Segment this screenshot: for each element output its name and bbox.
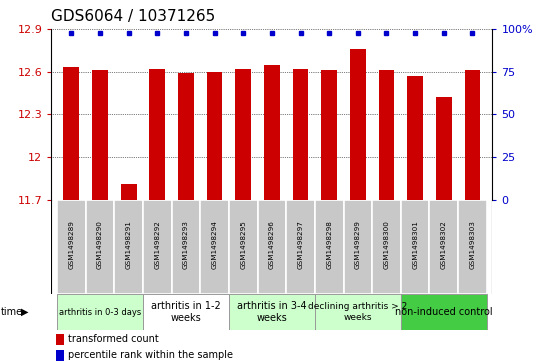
Text: GDS6064 / 10371265: GDS6064 / 10371265 <box>51 9 215 24</box>
Text: GSM1498296: GSM1498296 <box>269 220 275 269</box>
Bar <box>379 70 394 200</box>
Bar <box>150 69 165 200</box>
Text: arthritis in 0-3 days: arthritis in 0-3 days <box>59 308 141 317</box>
Bar <box>64 68 79 200</box>
Bar <box>429 200 458 294</box>
Bar <box>401 294 487 330</box>
Bar <box>56 350 64 362</box>
Bar <box>229 200 258 294</box>
Text: GSM1498290: GSM1498290 <box>97 220 103 269</box>
Text: GSM1498298: GSM1498298 <box>326 220 332 269</box>
Bar <box>114 200 143 294</box>
Bar <box>143 200 172 294</box>
Text: GSM1498294: GSM1498294 <box>212 220 218 269</box>
Text: GSM1498289: GSM1498289 <box>69 220 75 269</box>
Bar <box>92 70 108 200</box>
Bar <box>458 200 487 294</box>
Text: GSM1498302: GSM1498302 <box>441 220 447 269</box>
Text: ▶: ▶ <box>21 307 28 317</box>
Bar <box>264 65 280 200</box>
Bar <box>343 200 372 294</box>
Text: non-induced control: non-induced control <box>395 307 492 317</box>
Bar <box>235 69 251 200</box>
Bar <box>258 200 286 294</box>
Text: declining arthritis > 2
weeks: declining arthritis > 2 weeks <box>308 302 408 322</box>
Text: time: time <box>1 307 23 317</box>
Text: GSM1498292: GSM1498292 <box>154 220 160 269</box>
Text: transformed count: transformed count <box>68 334 159 344</box>
Bar <box>321 70 337 200</box>
Bar <box>172 200 200 294</box>
Text: GSM1498297: GSM1498297 <box>298 220 303 269</box>
Text: GSM1498293: GSM1498293 <box>183 220 189 269</box>
Bar <box>315 200 343 294</box>
Bar <box>200 200 229 294</box>
Bar <box>315 294 401 330</box>
Bar <box>350 49 366 200</box>
Bar <box>286 200 315 294</box>
Text: GSM1498300: GSM1498300 <box>383 220 389 269</box>
Bar <box>401 200 429 294</box>
Bar <box>436 97 451 200</box>
Bar <box>121 184 137 200</box>
Bar <box>86 200 114 294</box>
Bar <box>229 294 315 330</box>
Text: GSM1498295: GSM1498295 <box>240 220 246 269</box>
Bar <box>293 69 308 200</box>
Text: percentile rank within the sample: percentile rank within the sample <box>68 351 233 360</box>
Text: arthritis in 3-4
weeks: arthritis in 3-4 weeks <box>237 301 307 323</box>
Bar <box>407 76 423 200</box>
Bar <box>372 200 401 294</box>
Text: GSM1498301: GSM1498301 <box>412 220 418 269</box>
Bar <box>56 334 64 345</box>
Bar <box>143 294 229 330</box>
Text: GSM1498291: GSM1498291 <box>126 220 132 269</box>
Text: GSM1498303: GSM1498303 <box>469 220 475 269</box>
Bar <box>57 200 86 294</box>
Text: GSM1498299: GSM1498299 <box>355 220 361 269</box>
Bar <box>464 70 480 200</box>
Bar <box>178 73 194 200</box>
Bar <box>57 294 143 330</box>
Text: arthritis in 1-2
weeks: arthritis in 1-2 weeks <box>151 301 221 323</box>
Bar <box>207 72 222 200</box>
